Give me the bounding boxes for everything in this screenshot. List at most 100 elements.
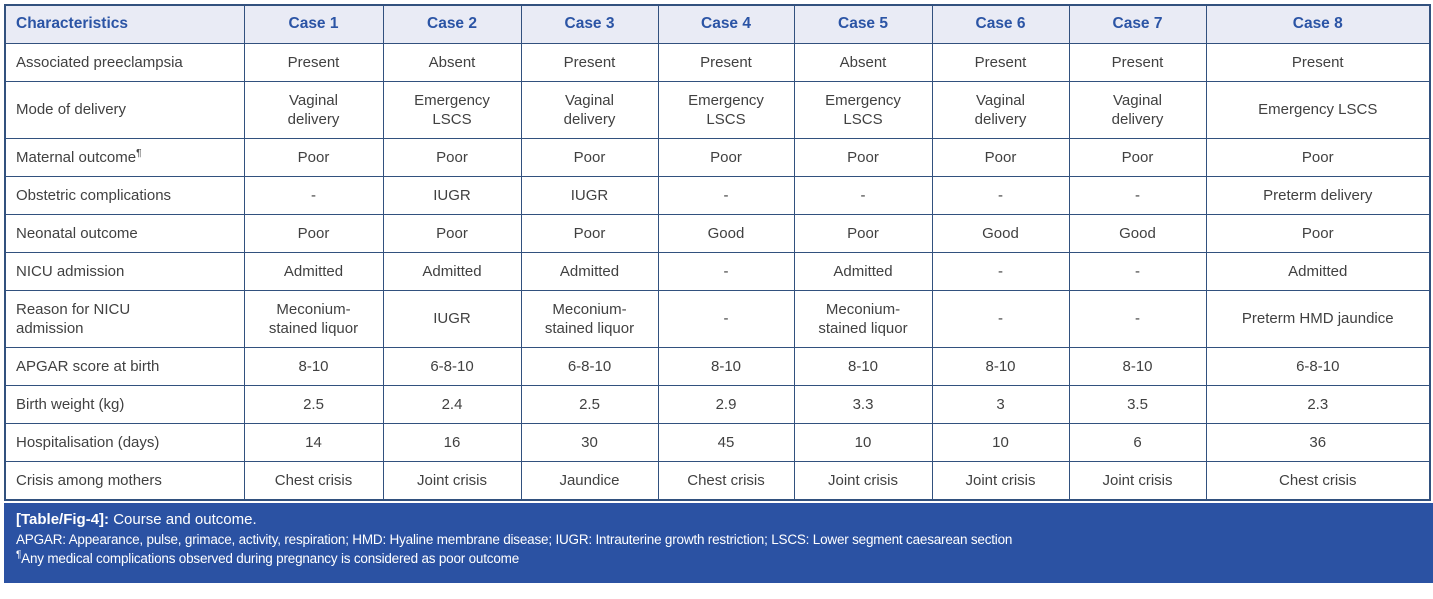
col-header-case-6: Case 6	[931, 4, 1070, 44]
table-cell: Admitted	[520, 251, 659, 291]
table-row: Reason for NICU admission Meconium- stain…	[4, 289, 1431, 348]
table-cell: -	[793, 175, 933, 215]
table-cell: Good	[1068, 213, 1207, 253]
table-cell: Emergency LSCS	[657, 80, 795, 139]
table-cell: 14	[243, 422, 384, 462]
table-cell: Poor	[793, 213, 933, 253]
table-row: Neonatal outcome Poor Poor Poor Good Poor Good…	[4, 213, 1431, 253]
table-cell: Present	[1068, 42, 1207, 82]
table-cell: -	[243, 175, 384, 215]
table-cell: Jaundice	[520, 460, 659, 500]
footnote-marker: ¶	[16, 549, 22, 560]
table-row: Mode of delivery Vaginal delivery Emergenc…	[4, 80, 1431, 139]
table-cell: 36	[1205, 422, 1431, 462]
row-label: Associated preeclampsia	[4, 42, 245, 82]
table-cell: Chest crisis	[243, 460, 384, 500]
table-cell: Poor	[931, 137, 1070, 177]
table-cell: Poor	[382, 213, 522, 253]
table-cell: -	[1068, 251, 1207, 291]
table-cell: 16	[382, 422, 522, 462]
table-cell: Joint crisis	[931, 460, 1070, 500]
table-cell: 6-8-10	[382, 346, 522, 386]
table-cell: Admitted	[382, 251, 522, 291]
table-cell: Poor	[520, 213, 659, 253]
table-cell: Preterm delivery	[1205, 175, 1431, 215]
col-header-case-7: Case 7	[1068, 4, 1207, 44]
table-cell: Meconium- stained liquor	[793, 289, 933, 348]
table-cell: Present	[657, 42, 795, 82]
col-header-case-5: Case 5	[793, 4, 933, 44]
table-cell: Poor	[793, 137, 933, 177]
row-label: APGAR score at birth	[4, 346, 245, 386]
table-cell: Poor	[520, 137, 659, 177]
table-cell: Emergency LSCS	[382, 80, 522, 139]
table-cell: Poor	[657, 137, 795, 177]
table-cell: 8-10	[793, 346, 933, 386]
table-cell: 45	[657, 422, 795, 462]
table-body: Associated preeclampsia Present Absent Pres…	[4, 42, 1431, 500]
row-label: Birth weight (kg)	[4, 384, 245, 424]
table-cell: 8-10	[657, 346, 795, 386]
footnote-line: ¶Any medical complications observed duri…	[16, 549, 1421, 568]
table-cell: 2.5	[520, 384, 659, 424]
footnote-text: Any medical complications observed durin…	[21, 550, 520, 566]
table-cell: Poor	[243, 213, 384, 253]
col-header-case-8: Case 8	[1205, 4, 1431, 44]
table-cell: 2.9	[657, 384, 795, 424]
table-cell: Absent	[793, 42, 933, 82]
table-cell: IUGR	[382, 289, 522, 348]
table-cell: Joint crisis	[793, 460, 933, 500]
table-cell: 2.3	[1205, 384, 1431, 424]
table-cell: Present	[243, 42, 384, 82]
table-cell: -	[1068, 175, 1207, 215]
table-cell: 10	[931, 422, 1070, 462]
table-cell: Present	[520, 42, 659, 82]
table-row: APGAR score at birth 8-10 6-8-10 6-8-10 8-10…	[4, 346, 1431, 386]
table-cell: Joint crisis	[1068, 460, 1207, 500]
table-cell: 10	[793, 422, 933, 462]
table-cell: Meconium- stained liquor	[520, 289, 659, 348]
table-cell: Poor	[382, 137, 522, 177]
table-cell: IUGR	[382, 175, 522, 215]
table-cell: Emergency LSCS	[793, 80, 933, 139]
row-label: Obstetric complications	[4, 175, 245, 215]
table-row: Birth weight (kg) 2.5 2.4 2.5 2.9 3.3 3 3.5 2.3	[4, 384, 1431, 424]
table-cell: 6-8-10	[520, 346, 659, 386]
table-cell: 8-10	[1068, 346, 1207, 386]
row-label: Neonatal outcome	[4, 213, 245, 253]
table-caption-bar: [Table/Fig-4]: Course and outcome. APGAR…	[4, 502, 1433, 583]
table-cell: Good	[657, 213, 795, 253]
abbreviations-line: APGAR: Appearance, pulse, grimace, activ…	[16, 531, 1013, 547]
table-cell: Vaginal delivery	[931, 80, 1070, 139]
table-cell: 6-8-10	[1205, 346, 1431, 386]
table-caption-text: Course and outcome.	[113, 510, 257, 528]
col-header-case-3: Case 3	[520, 4, 659, 44]
table-cell: -	[657, 175, 795, 215]
table-cell: IUGR	[520, 175, 659, 215]
table-cell: 8-10	[243, 346, 384, 386]
table-cell: Poor	[1205, 213, 1431, 253]
table-cell: 3.5	[1068, 384, 1207, 424]
table-fig-label: [Table/Fig-4]:	[16, 510, 110, 528]
col-header-case-2: Case 2	[382, 4, 522, 44]
table-cell: -	[931, 251, 1070, 291]
table-cell: Admitted	[243, 251, 384, 291]
table-cell: 3	[931, 384, 1070, 424]
table-cell: Vaginal delivery	[243, 80, 384, 139]
table-cell: Poor	[1205, 137, 1431, 177]
table-cell: Emergency LSCS	[1205, 80, 1431, 139]
table-cell: -	[1068, 289, 1207, 348]
table-cell: Present	[931, 42, 1070, 82]
table-cell: 2.4	[382, 384, 522, 424]
table-cell: Present	[1205, 42, 1431, 82]
table-cell: 30	[520, 422, 659, 462]
table-cell: Vaginal delivery	[520, 80, 659, 139]
row-label: NICU admission	[4, 251, 245, 291]
table-row: Crisis among mothers Chest crisis Joint cr…	[4, 460, 1431, 500]
table-cell: -	[931, 289, 1070, 348]
table-cell: Good	[931, 213, 1070, 253]
table-cell: Meconium- stained liquor	[243, 289, 384, 348]
row-label: Crisis among mothers	[4, 460, 245, 500]
